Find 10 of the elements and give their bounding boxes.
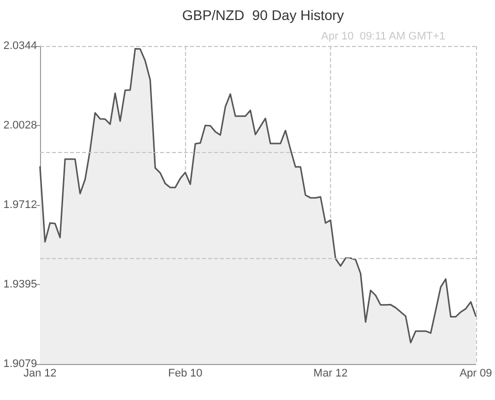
x-tick-label: Feb 10 xyxy=(168,368,202,380)
y-tick-label: 1.9395 xyxy=(3,278,37,291)
x-tick-label: Apr 09 xyxy=(460,368,492,380)
y-tick-label: 2.0028 xyxy=(3,119,37,132)
y-tick-label: 1.9712 xyxy=(3,198,37,211)
y-tick-label: 1.9079 xyxy=(3,358,37,370)
chart-title: GBP/NZD 90 Day History xyxy=(182,7,344,23)
x-tick-label: Mar 12 xyxy=(313,368,348,380)
y-tick-label: 2.0344 xyxy=(3,40,37,52)
x-tick-label: Jan 12 xyxy=(23,368,57,380)
